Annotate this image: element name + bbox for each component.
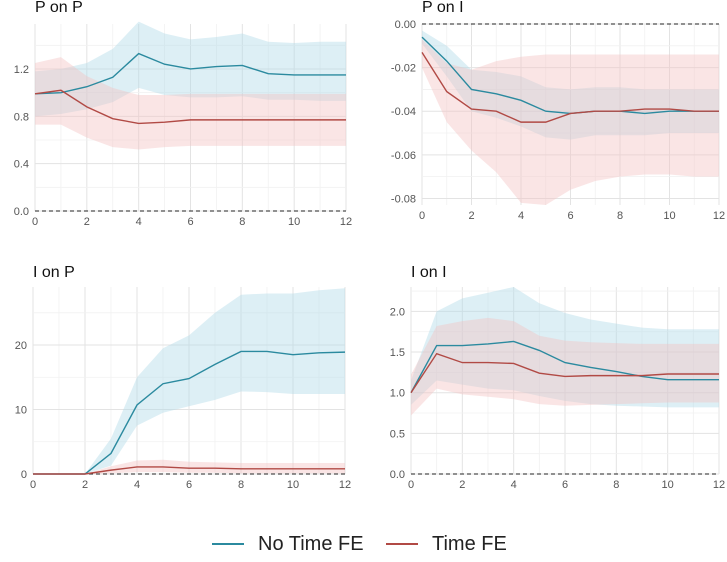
y-tick-label: -0.06 [391,150,416,162]
series-line-time-fe [34,89,346,125]
legend: No Time FE Time FE [0,528,727,560]
band-time-fe [33,459,345,474]
legend-swatch-time-fe [386,543,418,545]
panel-3: 0 2 4 6 8 10 12 0 10 20 I on P [15,264,351,491]
x-tick-label: 6 [186,479,192,491]
x-tick-label: 8 [613,479,619,491]
y-tick-label: 0.5 [390,428,405,440]
x-tick-label: 12 [713,479,725,491]
x-tick-label: 12 [339,479,351,491]
x-tick-label: 10 [288,216,300,228]
y-tick-label: 0 [21,469,27,481]
x-tick-label: 8 [617,210,623,222]
x-tick-label: 6 [567,210,573,222]
series-line-time-fe [410,352,719,394]
x-tick-label: 12 [713,210,725,222]
x-tick-label: 8 [238,479,244,491]
band-time-fe [411,317,719,416]
x-tick-label: 2 [459,479,465,491]
band-time-fe [35,57,346,150]
band-time-fe [422,39,719,205]
x-tick-label: 4 [136,216,142,228]
y-tick-label: 10 [15,405,27,417]
band-no-time-fe [422,30,719,140]
x-tick-label: 2 [468,210,474,222]
y-tick-label: 2.0 [390,306,405,318]
band-no-time-fe [411,287,719,408]
y-tick-label: -0.08 [391,193,416,205]
legend-label-no-time-fe: No Time FE [258,532,364,555]
y-tick-label: 1.5 [390,347,405,359]
y-tick-label: -0.02 [391,63,416,75]
x-tick-label: 6 [187,216,193,228]
legend-swatch-no-time-fe [212,543,244,545]
y-tick-label: 1.0 [390,388,405,400]
x-tick-label: 0 [32,216,38,228]
x-tick-label: 2 [82,479,88,491]
legend-item-time-fe: Time FE [386,528,507,560]
x-tick-label: 8 [239,216,245,228]
y-tick-label: 0.00 [395,19,416,31]
x-tick-label: 12 [340,216,352,228]
x-tick-label: 0 [30,479,36,491]
series-line-time-fe [421,51,719,123]
x-tick-label: 10 [663,210,675,222]
x-tick-label: 0 [419,210,425,222]
x-tick-label: 0 [408,479,414,491]
panel-title: P on I [422,0,464,16]
panel-2: 0 2 4 6 8 10 12 0.00 -0.02 -0.04 -0.06 -0.08 P on I [391,0,725,222]
x-tick-label: 10 [287,479,299,491]
band-no-time-fe [33,288,345,474]
x-tick-label: 2 [84,216,90,228]
panel-1: 0 2 4 6 8 10 12 0.0 0.4 0.8 1.2 P on P [14,0,352,228]
x-tick-label: 4 [511,479,517,491]
series-line-no-time-fe [34,52,346,95]
y-tick-label: 1.2 [14,64,29,76]
y-tick-label: -0.04 [391,106,416,118]
panel-title: I on P [33,264,75,281]
x-tick-label: 6 [562,479,568,491]
legend-label-time-fe: Time FE [432,532,507,555]
y-tick-label: 20 [15,340,27,352]
legend-item-no-time-fe: No Time FE [212,528,364,560]
x-tick-label: 4 [134,479,140,491]
y-tick-label: 0.0 [14,206,29,218]
y-tick-label: 0.4 [14,159,29,171]
x-tick-label: 10 [662,479,674,491]
series-line-time-fe [33,466,345,475]
panel-title: I on I [411,264,447,281]
y-tick-label: 0.0 [390,469,405,481]
series-line-no-time-fe [410,340,719,394]
y-tick-label: 0.8 [14,111,29,123]
panel-title: P on P [35,0,83,16]
x-tick-label: 4 [518,210,524,222]
panel-4: 0 2 4 6 8 10 12 0.0 0.5 1.0 1.5 2.0 I on I [390,264,725,491]
